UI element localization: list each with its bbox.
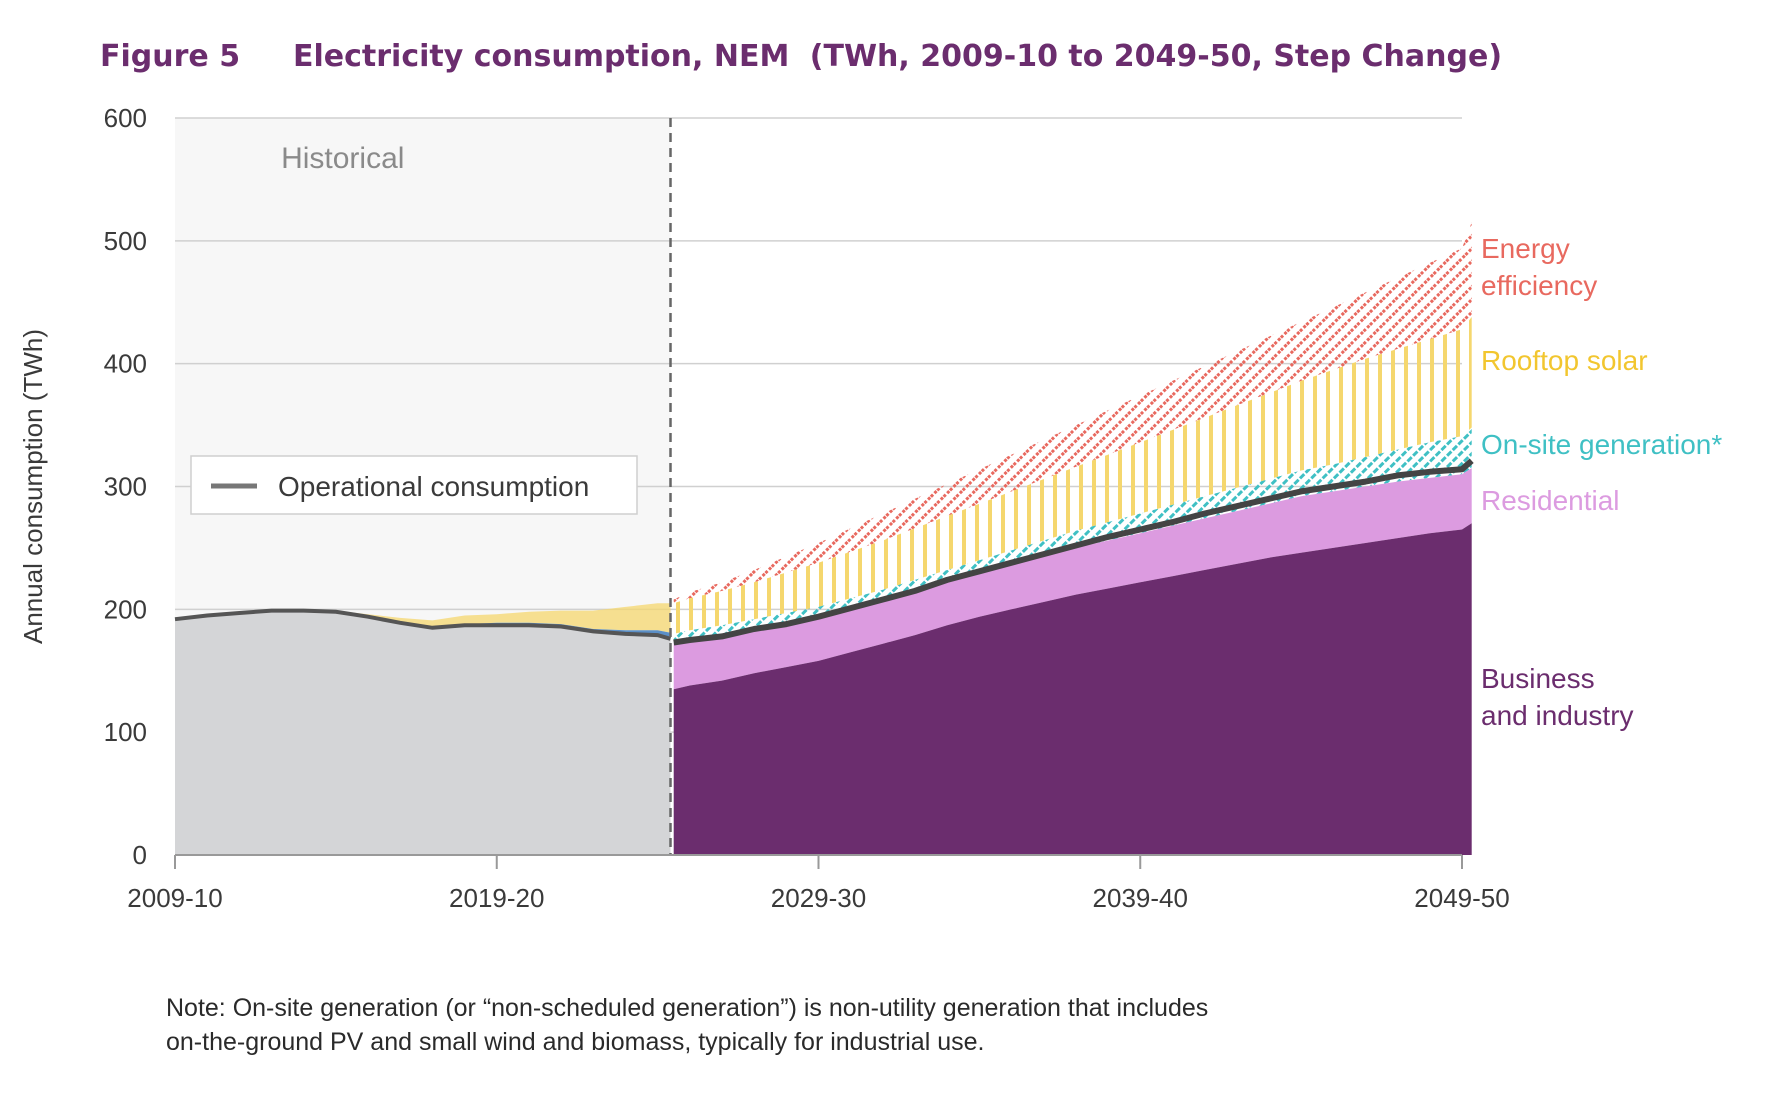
y-tick-500: 500 xyxy=(104,226,147,256)
y-tick-0: 0 xyxy=(133,840,147,870)
x-tick-2019: 2019-20 xyxy=(449,883,544,913)
historical-label: Historical xyxy=(281,142,404,175)
annotation-3-0: Residential xyxy=(1481,485,1620,516)
y-tick-100: 100 xyxy=(104,717,147,747)
annotation-0-0: Energy xyxy=(1481,233,1570,264)
figure-title-main: Electricity consumption, NEM xyxy=(293,39,789,74)
operational-lines xyxy=(174,458,1474,646)
rooftop-solar-area xyxy=(673,317,1472,634)
annotation-4-0: Business xyxy=(1481,663,1595,694)
residential-area xyxy=(673,468,1472,690)
y-tick-600: 600 xyxy=(104,103,147,133)
annotation-0-1: efficiency xyxy=(1481,270,1597,301)
note-line-2: on-the-ground PV and small wind and biom… xyxy=(166,1028,984,1056)
x-tick-2039: 2039-40 xyxy=(1093,883,1188,913)
figure-subtitle: (TWh, 2009-10 to 2049-50, Step Change) xyxy=(810,39,1502,74)
annotation-1-0: Rooftop solar xyxy=(1481,345,1648,376)
x-tick-labels: 2009-10 2019-20 2029-30 2039-40 2049-50 xyxy=(127,855,1510,913)
business-industry-area xyxy=(673,523,1472,855)
note-line-1: Note: On-site generation (or “non-schedu… xyxy=(166,994,1208,1022)
legend-box xyxy=(190,455,638,515)
figure-title: Electricity consumption, NEM (TWh, 2009-… xyxy=(293,39,1502,74)
y-tick-labels: 0 100 200 300 400 500 600 xyxy=(104,103,147,870)
series-annotations: Energy efficiency Rooftop solar On-site gen… xyxy=(1481,233,1722,731)
y-tick-200: 200 xyxy=(104,594,147,624)
y-tick-400: 400 xyxy=(104,349,147,379)
annotation-2-0: On-site generation* xyxy=(1481,429,1722,460)
projection-operational-line xyxy=(673,458,1474,646)
onsite-generation-area xyxy=(673,427,1472,643)
x-tick-2009: 2009-10 xyxy=(127,883,222,913)
hist-operational-area xyxy=(175,610,671,855)
annotation-4-1: and industry xyxy=(1481,700,1634,731)
hist-operational-line xyxy=(174,608,672,641)
legend: Operational consumption xyxy=(190,455,638,515)
x-tick-2029: 2029-30 xyxy=(771,883,866,913)
y-axis-label: Annual consumption (TWh) xyxy=(18,329,48,644)
legend-label: Operational consumption xyxy=(278,471,589,502)
y-tick-300: 300 xyxy=(104,472,147,502)
x-tick-2049: 2049-50 xyxy=(1414,883,1509,913)
figure-number: Figure 5 xyxy=(100,39,240,74)
area-series xyxy=(175,222,1472,855)
